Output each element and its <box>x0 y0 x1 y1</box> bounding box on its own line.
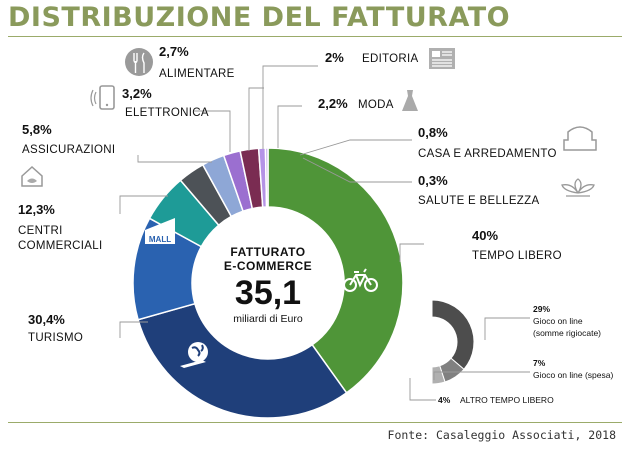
slice-tempo-libero <box>267 147 404 394</box>
leader-gioco-spesa <box>433 371 530 380</box>
leader-salute <box>302 157 412 183</box>
center-unit: miliardi di Euro <box>233 313 303 325</box>
sub-slice-gioco-on-line-somme-rigiocate <box>431 299 475 370</box>
sub-slice-altro-tempo-libero <box>431 365 446 385</box>
label-gioco-rig-name2: (somme rigiocate) <box>533 328 601 338</box>
label-centri-name2: COMMERCIALI <box>18 240 102 252</box>
label-salute-name: SALUTE E BELLEZZA <box>418 195 539 207</box>
house-shield-icon <box>21 165 43 187</box>
armchair-icon <box>563 126 597 151</box>
center-title-line2: E-COMMERCE <box>224 259 312 273</box>
label-turismo-name: TURISMO <box>28 332 83 344</box>
chart-title: DISTRIBUZIONE DEL FATTURATO <box>8 2 511 33</box>
center-label: FATTURATO E-COMMERCE 35,1 miliardi di Eu… <box>224 245 312 325</box>
label-tempo-name: TEMPO LIBERO <box>472 250 562 262</box>
mall-icon: MALL <box>145 218 175 244</box>
sub-donut-slices <box>431 299 475 385</box>
label-salute-pct: 0,3% <box>418 173 448 188</box>
label-gioco-spesa-name: Gioco on line (spesa) <box>533 370 613 380</box>
leader-moda <box>277 105 302 148</box>
label-centri-pct: 12,3% <box>18 202 55 217</box>
leader-elettronica <box>194 110 231 152</box>
smartphone-icon <box>90 85 115 110</box>
bicycle-icon <box>343 268 378 292</box>
leader-editoria <box>262 65 318 149</box>
leader-altro <box>409 378 436 401</box>
center-value: 35,1 <box>235 274 301 312</box>
label-gioco-spesa-pct: 7% <box>533 358 546 368</box>
label-editoria-pct: 2% <box>325 50 344 65</box>
label-casa-pct: 0,8% <box>418 125 448 140</box>
label-assicurazioni-name: ASSICURAZIONI <box>22 144 115 156</box>
leader-casa <box>299 139 412 156</box>
label-assicurazioni-pct: 5,8% <box>22 122 52 137</box>
label-alimentare-name: ALIMENTARE <box>159 68 235 80</box>
label-moda-name: MODA <box>358 99 394 111</box>
leader-alimentare <box>248 87 264 151</box>
slice-turismo <box>137 302 348 419</box>
globe-plane-icon <box>180 342 208 368</box>
label-altro-name: ALTRO TEMPO LIBERO <box>460 395 554 405</box>
leader-lines <box>119 65 530 401</box>
label-tempo-pct: 40% <box>472 228 498 243</box>
label-alimentare-pct: 2,7% <box>159 44 189 59</box>
leader-assicurazioni <box>137 155 212 163</box>
mall-icon-text: MALL <box>149 235 171 244</box>
label-elettronica-pct: 3,2% <box>122 86 152 101</box>
fork-knife-icon <box>125 48 153 76</box>
label-elettronica-name: ELETTRONICA <box>125 107 209 119</box>
dress-icon <box>402 90 418 111</box>
newspaper-icon <box>429 48 455 69</box>
leader-gioco-rig <box>484 317 530 340</box>
title-rule <box>8 36 622 37</box>
footer-rule <box>8 422 622 423</box>
slice-labels: 2,7% ALIMENTARE 2% EDITORIA 3,2% ELETTRO… <box>18 44 613 405</box>
label-gioco-rig-pct: 29% <box>533 304 550 314</box>
label-editoria-name: EDITORIA <box>362 53 419 65</box>
leader-turismo <box>119 321 148 338</box>
slice-salute-e-bellezza <box>264 147 269 208</box>
label-moda-pct: 2,2% <box>318 96 348 111</box>
leader-tempo <box>399 243 424 262</box>
source-note: Fonte: Casaleggio Associati, 2018 <box>387 428 616 442</box>
label-turismo-pct: 30,4% <box>28 312 65 327</box>
leader-centri <box>119 195 168 214</box>
label-casa-name: CASA E ARREDAMENTO <box>418 148 557 160</box>
label-gioco-rig-name1: Gioco on line <box>533 316 583 326</box>
lotus-icon <box>561 178 595 197</box>
label-altro-pct: 4% <box>438 395 451 405</box>
label-centri-name1: CENTRI <box>18 225 63 237</box>
center-title-line1: FATTURATO <box>230 245 305 259</box>
